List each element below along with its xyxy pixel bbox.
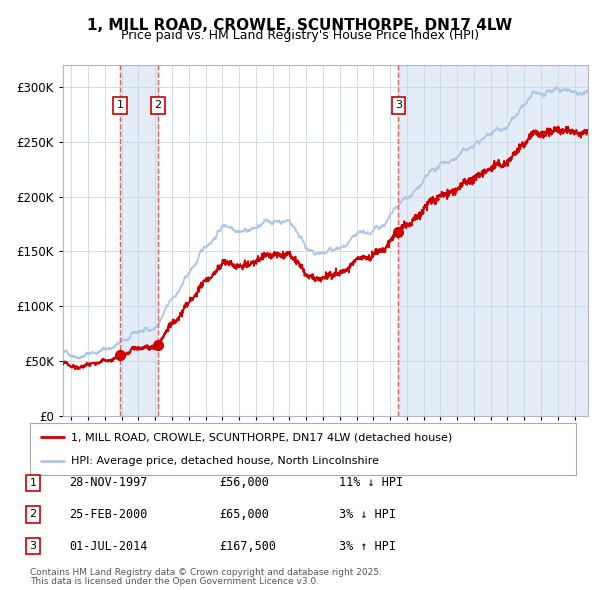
Text: 2: 2 [29, 510, 37, 519]
Bar [120, 65, 158, 416]
Text: Contains HM Land Registry data © Crown copyright and database right 2025.: Contains HM Land Registry data © Crown c… [30, 568, 382, 577]
Text: HPI: Average price, detached house, North Lincolnshire: HPI: Average price, detached house, Nort… [71, 456, 379, 466]
Text: 1, MILL ROAD, CROWLE, SCUNTHORPE, DN17 4LW: 1, MILL ROAD, CROWLE, SCUNTHORPE, DN17 4… [88, 18, 512, 32]
Text: 1: 1 [116, 100, 124, 110]
Text: 01-JUL-2014: 01-JUL-2014 [69, 540, 148, 553]
Text: £56,000: £56,000 [219, 476, 269, 489]
Text: 1: 1 [29, 478, 37, 487]
Text: 3% ↑ HPI: 3% ↑ HPI [339, 540, 396, 553]
Text: This data is licensed under the Open Government Licence v3.0.: This data is licensed under the Open Gov… [30, 578, 319, 586]
Text: 11% ↓ HPI: 11% ↓ HPI [339, 476, 403, 489]
Text: Price paid vs. HM Land Registry's House Price Index (HPI): Price paid vs. HM Land Registry's House … [121, 30, 479, 42]
Text: 3: 3 [29, 542, 37, 551]
Text: 1, MILL ROAD, CROWLE, SCUNTHORPE, DN17 4LW (detached house): 1, MILL ROAD, CROWLE, SCUNTHORPE, DN17 4… [71, 432, 452, 442]
Text: 28-NOV-1997: 28-NOV-1997 [69, 476, 148, 489]
Text: £167,500: £167,500 [219, 540, 276, 553]
Text: 2: 2 [154, 100, 161, 110]
Text: 25-FEB-2000: 25-FEB-2000 [69, 508, 148, 521]
Bar [398, 65, 588, 416]
Text: 3% ↓ HPI: 3% ↓ HPI [339, 508, 396, 521]
Text: £65,000: £65,000 [219, 508, 269, 521]
Text: 3: 3 [395, 100, 402, 110]
